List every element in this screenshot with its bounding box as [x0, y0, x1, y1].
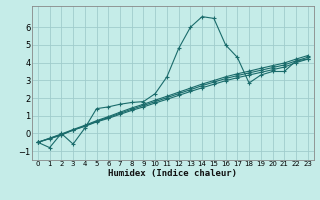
X-axis label: Humidex (Indice chaleur): Humidex (Indice chaleur)	[108, 169, 237, 178]
